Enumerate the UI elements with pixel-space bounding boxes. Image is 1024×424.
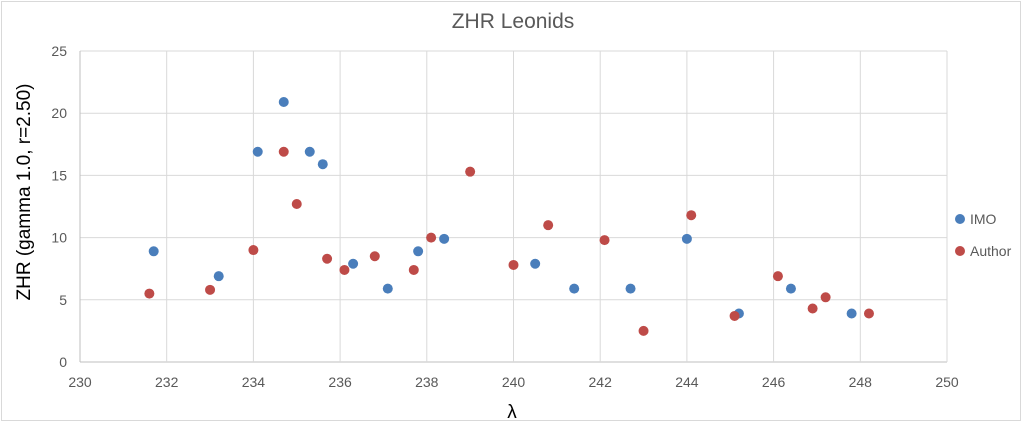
y-axis-label: ZHR (gamma 1.0, r=2.50) [14, 84, 35, 301]
author-point [863, 308, 874, 319]
author-point [772, 271, 783, 282]
author-point [426, 232, 437, 243]
author-point [278, 146, 289, 157]
imo-point [785, 283, 796, 294]
tick-labels: 0 5 10 15 20 25 230 232 234 236 238 240 242 244 246 248… [51, 43, 958, 390]
imo-point [846, 308, 857, 319]
imo-point [413, 246, 424, 257]
x-tick-label: 242 [589, 374, 613, 390]
author-point [291, 199, 302, 210]
imo-point [148, 246, 159, 257]
author-point [408, 264, 419, 275]
author-point [543, 220, 554, 231]
legend-label-author: Author [970, 243, 1012, 259]
author-point [339, 264, 350, 275]
legend-marker-imo [955, 214, 965, 224]
imo-point [681, 233, 692, 244]
author-point [322, 253, 333, 264]
y-tick-label: 25 [51, 43, 67, 59]
legend-label-imo: IMO [970, 211, 997, 227]
x-tick-label: 246 [762, 374, 786, 390]
data-points [144, 97, 874, 336]
author-point [205, 284, 216, 295]
x-tick-label: 230 [68, 374, 92, 390]
author-point [729, 310, 740, 321]
x-axis-label: λ [507, 402, 517, 423]
x-tick-label: 238 [415, 374, 439, 390]
y-tick-label: 15 [51, 167, 67, 183]
x-tick-label: 248 [849, 374, 873, 390]
author-point [807, 303, 818, 314]
imo-point [317, 159, 328, 170]
imo-point [625, 283, 636, 294]
x-tick-label: 240 [502, 374, 526, 390]
author-point [820, 292, 831, 303]
imo-point [382, 283, 393, 294]
imo-point [439, 233, 450, 244]
x-tick-label: 236 [328, 374, 352, 390]
author-point [465, 166, 476, 177]
imo-point [348, 258, 359, 269]
author-point [638, 325, 649, 336]
imo-point [569, 283, 580, 294]
y-tick-label: 20 [51, 105, 67, 121]
chart-title: ZHR Leonids [452, 10, 575, 33]
imo-point [530, 258, 541, 269]
imo-point [252, 146, 263, 157]
x-tick-label: 234 [242, 374, 266, 390]
grid-lines [79, 50, 948, 363]
imo-point [278, 97, 289, 108]
author-point [248, 245, 259, 256]
imo-point [213, 271, 224, 282]
y-tick-label: 10 [51, 230, 67, 246]
imo-point [304, 146, 315, 157]
author-point [508, 259, 519, 270]
x-tick-label: 244 [675, 374, 699, 390]
author-point [599, 235, 610, 246]
author-point [369, 251, 380, 262]
x-tick-label: 232 [155, 374, 179, 390]
y-tick-label: 0 [59, 354, 67, 370]
y-tick-label: 5 [59, 292, 67, 308]
author-point [144, 288, 155, 299]
legend: IMO Author [955, 211, 1012, 259]
x-tick-label: 250 [935, 374, 959, 390]
legend-marker-author [955, 246, 965, 256]
author-point [686, 210, 697, 221]
